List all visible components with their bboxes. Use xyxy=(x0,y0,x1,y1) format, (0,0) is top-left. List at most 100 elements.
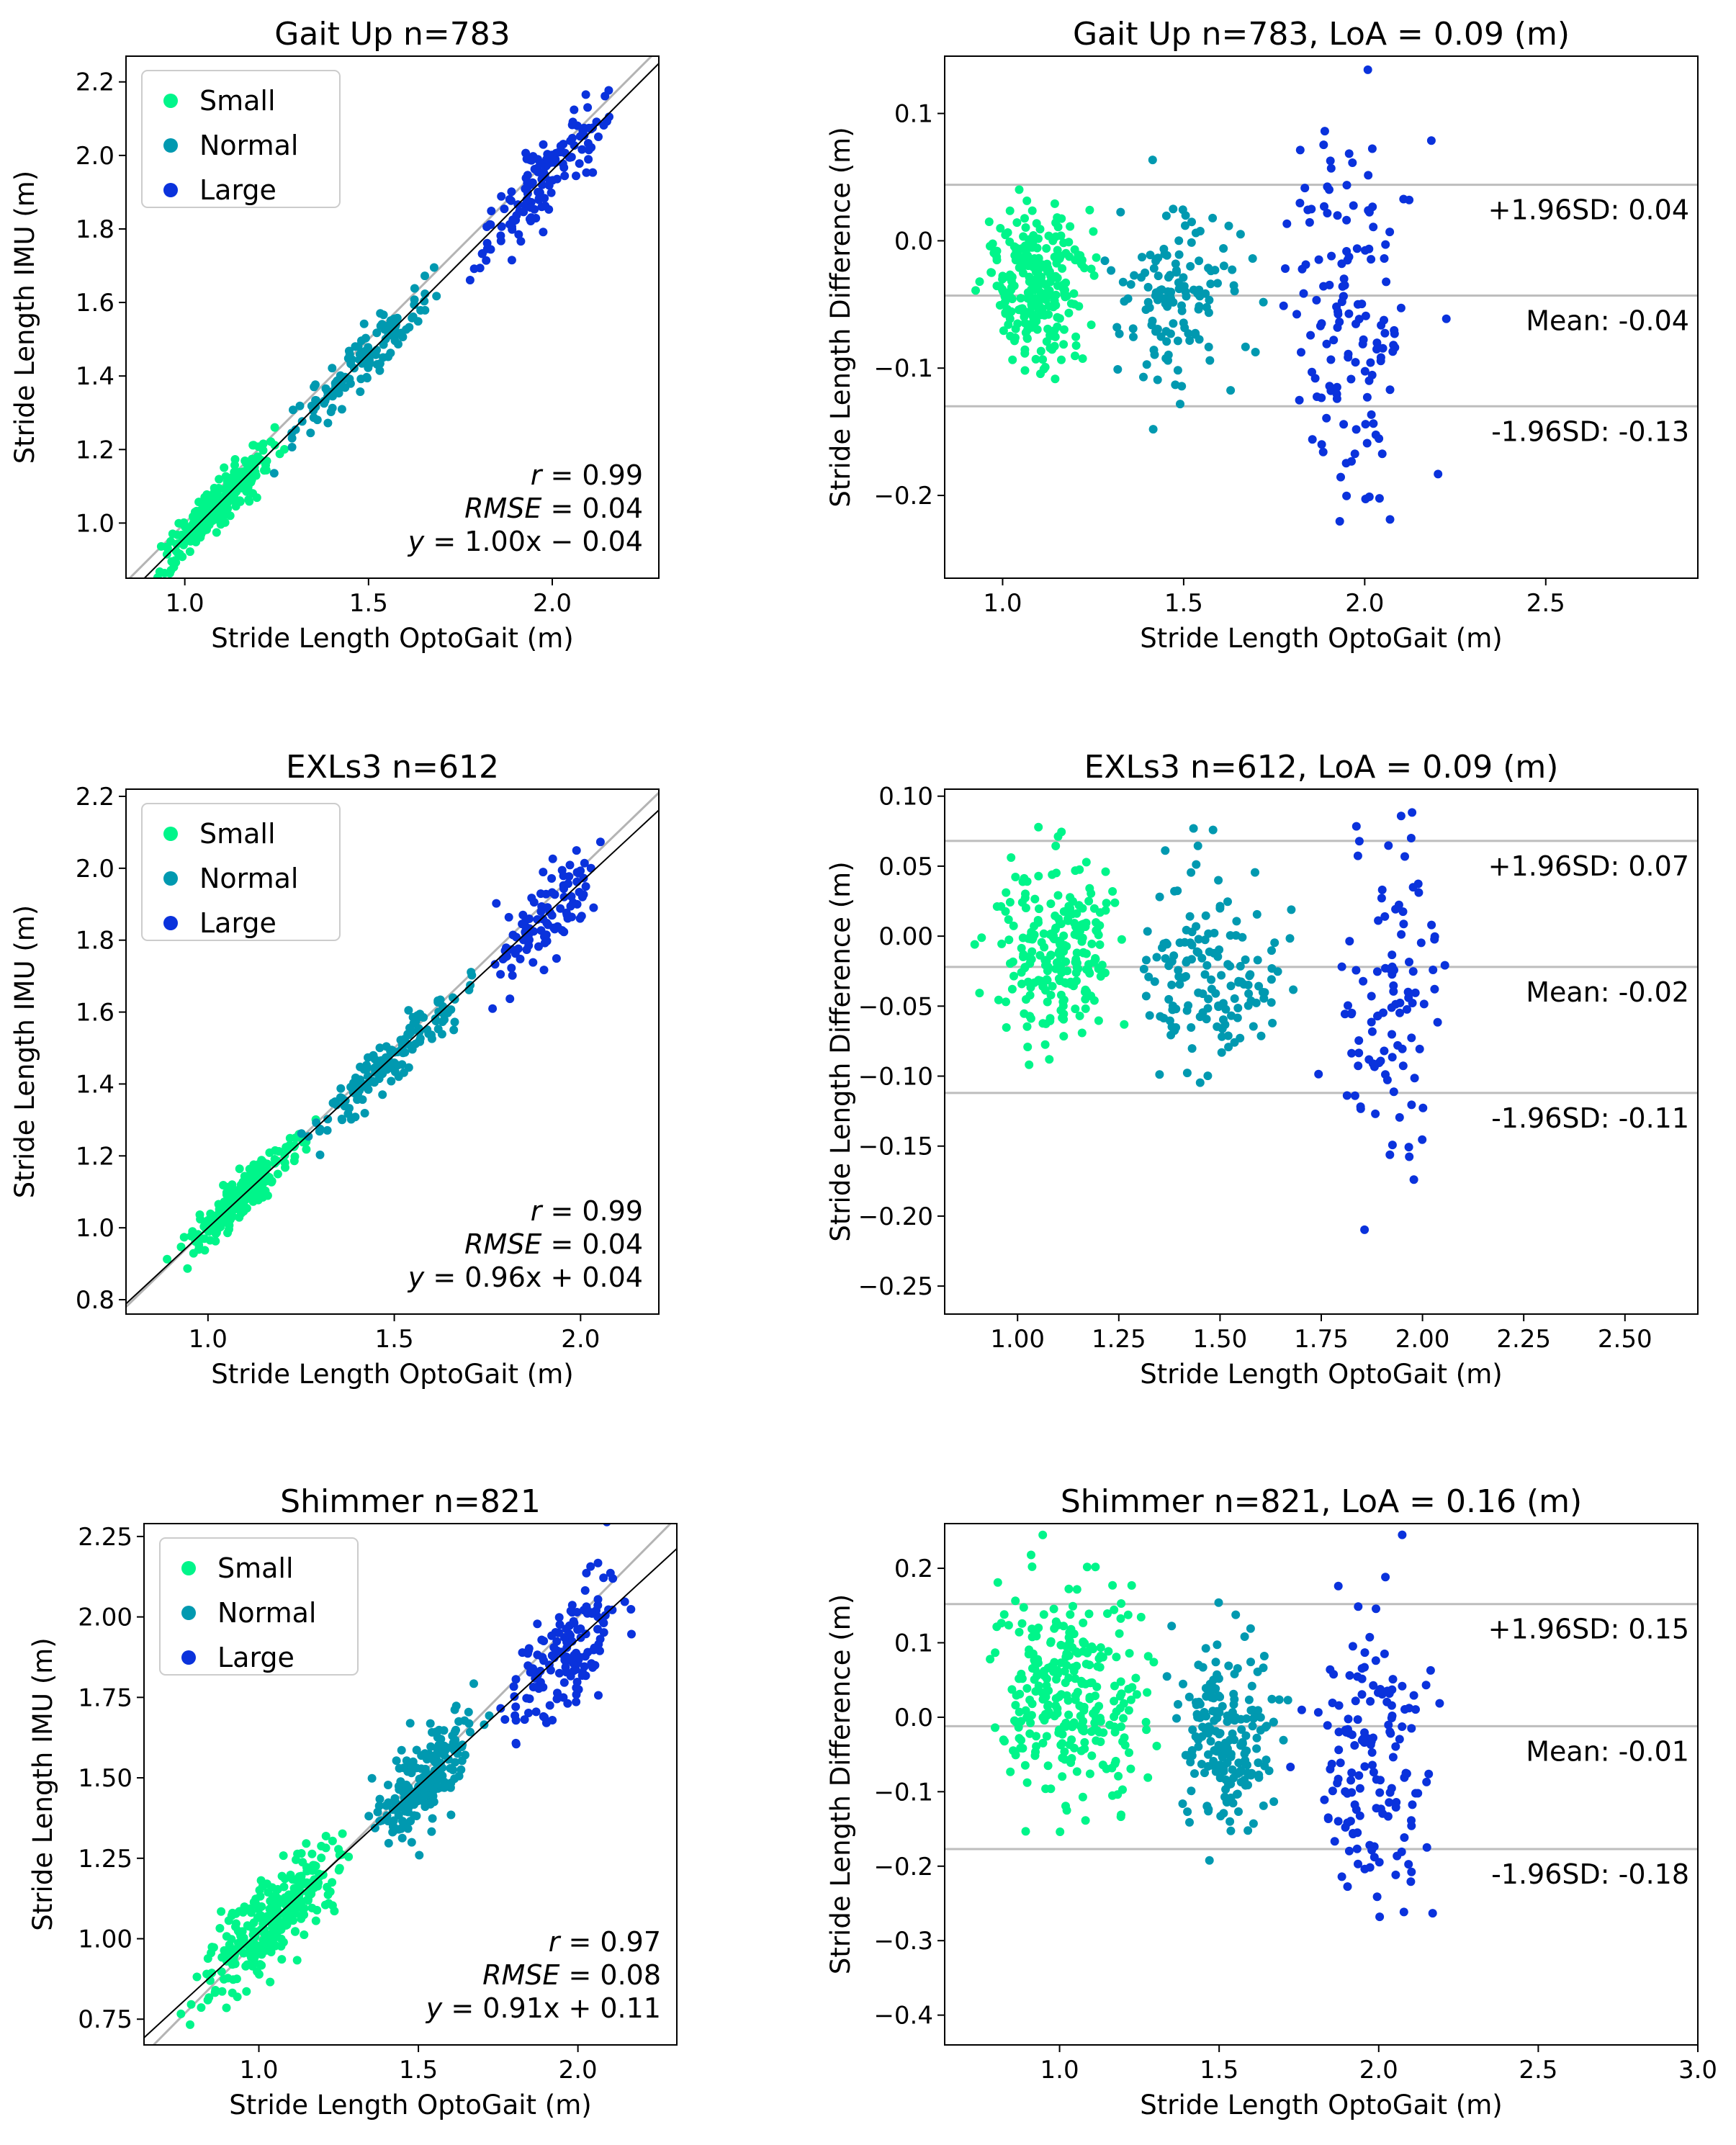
data-point-large xyxy=(1349,201,1358,210)
data-point-large xyxy=(1348,158,1357,167)
data-point-normal xyxy=(1175,938,1184,948)
data-point-normal xyxy=(405,1719,415,1728)
data-point-normal xyxy=(1187,1044,1197,1053)
data-point-small xyxy=(257,1943,266,1953)
y-tick-label: 0.0 xyxy=(894,1704,933,1732)
data-point-large xyxy=(492,899,501,908)
data-point-small xyxy=(1027,1624,1037,1634)
data-point-normal xyxy=(1261,1755,1271,1765)
data-point-small xyxy=(1110,1605,1119,1614)
data-point-large xyxy=(508,930,518,940)
data-point-small xyxy=(1089,904,1099,913)
data-point-large xyxy=(1385,228,1395,237)
data-point-small xyxy=(279,1851,288,1861)
x-tick-label: 1.0 xyxy=(239,2056,278,2085)
legend-marker-small xyxy=(163,827,178,841)
data-point-large xyxy=(1354,1771,1364,1780)
legend-label-normal: Normal xyxy=(199,130,299,161)
x-tick-label: 2.0 xyxy=(533,589,572,618)
data-point-normal xyxy=(420,271,429,281)
data-point-large xyxy=(1300,184,1310,193)
data-point-normal xyxy=(1258,988,1267,997)
data-point-normal xyxy=(1161,954,1170,963)
data-point-small xyxy=(984,217,994,226)
data-point-normal xyxy=(1173,886,1182,896)
data-point-normal xyxy=(379,340,388,349)
data-point-small xyxy=(1033,243,1042,253)
data-point-small xyxy=(166,536,176,546)
data-point-small xyxy=(272,1903,282,1912)
data-point-small xyxy=(220,463,229,472)
data-point-small xyxy=(1084,1609,1094,1619)
data-point-normal xyxy=(457,1756,467,1766)
y-tick-label: 1.50 xyxy=(78,1764,132,1793)
data-point-small xyxy=(302,1145,311,1154)
data-point-normal xyxy=(1156,332,1166,341)
data-point-small xyxy=(1030,894,1040,904)
data-point-normal xyxy=(1174,236,1184,246)
data-point-normal xyxy=(1148,425,1158,434)
data-point-small xyxy=(1065,1740,1074,1749)
data-point-large xyxy=(505,220,514,229)
data-point-small xyxy=(1101,906,1110,915)
y-tick-label: 1.6 xyxy=(76,289,114,318)
data-point-normal xyxy=(1162,337,1171,346)
data-point-normal xyxy=(315,1150,325,1159)
data-point-small xyxy=(1042,961,1051,970)
data-point-large xyxy=(1347,1008,1357,1017)
data-point-normal xyxy=(1128,324,1138,333)
data-point-large xyxy=(514,230,523,239)
data-point-large xyxy=(533,1650,542,1660)
data-point-small xyxy=(217,1967,226,1977)
data-point-large xyxy=(1295,145,1305,155)
data-point-small xyxy=(1017,304,1027,313)
data-point-small xyxy=(1091,1562,1100,1572)
plot-area xyxy=(126,791,659,1309)
data-point-small xyxy=(1057,827,1066,837)
data-point-normal xyxy=(1179,973,1188,982)
data-point-large xyxy=(1407,1100,1416,1110)
data-point-large xyxy=(1409,1175,1418,1184)
data-point-large xyxy=(496,1704,505,1713)
x-tick-label: 2.25 xyxy=(1496,1325,1551,1354)
data-point-large xyxy=(562,910,572,919)
data-point-large xyxy=(1376,1685,1385,1694)
data-point-small xyxy=(258,439,268,449)
data-point-large xyxy=(1364,171,1373,180)
data-point-large xyxy=(572,1608,582,1616)
data-point-large xyxy=(540,194,549,203)
data-point-normal xyxy=(1161,211,1171,220)
data-point-small xyxy=(268,1893,277,1902)
data-point-large xyxy=(505,994,515,1004)
data-point-large xyxy=(1380,1649,1389,1658)
data-point-large xyxy=(572,846,581,855)
x-tick-label: 1.0 xyxy=(1040,2056,1079,2085)
data-point-large xyxy=(1334,1774,1343,1784)
data-point-large xyxy=(1398,1044,1407,1053)
data-point-large xyxy=(583,103,593,112)
data-point-large xyxy=(1404,1860,1413,1869)
plot-area xyxy=(945,65,1698,526)
data-point-large xyxy=(1364,493,1374,501)
data-point-normal xyxy=(1254,981,1264,991)
data-point-small xyxy=(1022,1683,1032,1693)
data-point-normal xyxy=(1267,1694,1277,1704)
data-point-large xyxy=(1352,966,1361,975)
data-point-small xyxy=(1022,325,1032,335)
data-point-normal xyxy=(1182,292,1191,301)
data-point-small xyxy=(280,1151,289,1160)
x-tick-label: 2.0 xyxy=(1359,2056,1398,2085)
data-point-small xyxy=(1141,1717,1151,1727)
data-point-normal xyxy=(1227,1011,1236,1020)
data-point-small xyxy=(256,1960,265,1969)
data-point-large xyxy=(1316,321,1325,330)
data-point-normal xyxy=(1169,319,1178,328)
data-point-small xyxy=(971,286,980,295)
data-point-large xyxy=(1411,1789,1420,1798)
upper-loa-label: +1.96SD: 0.07 xyxy=(1488,850,1689,882)
data-point-normal xyxy=(1141,991,1151,1001)
data-point-large xyxy=(1376,356,1385,366)
data-point-normal xyxy=(1161,327,1171,336)
data-point-small xyxy=(1005,898,1015,907)
data-point-large xyxy=(539,1637,549,1645)
